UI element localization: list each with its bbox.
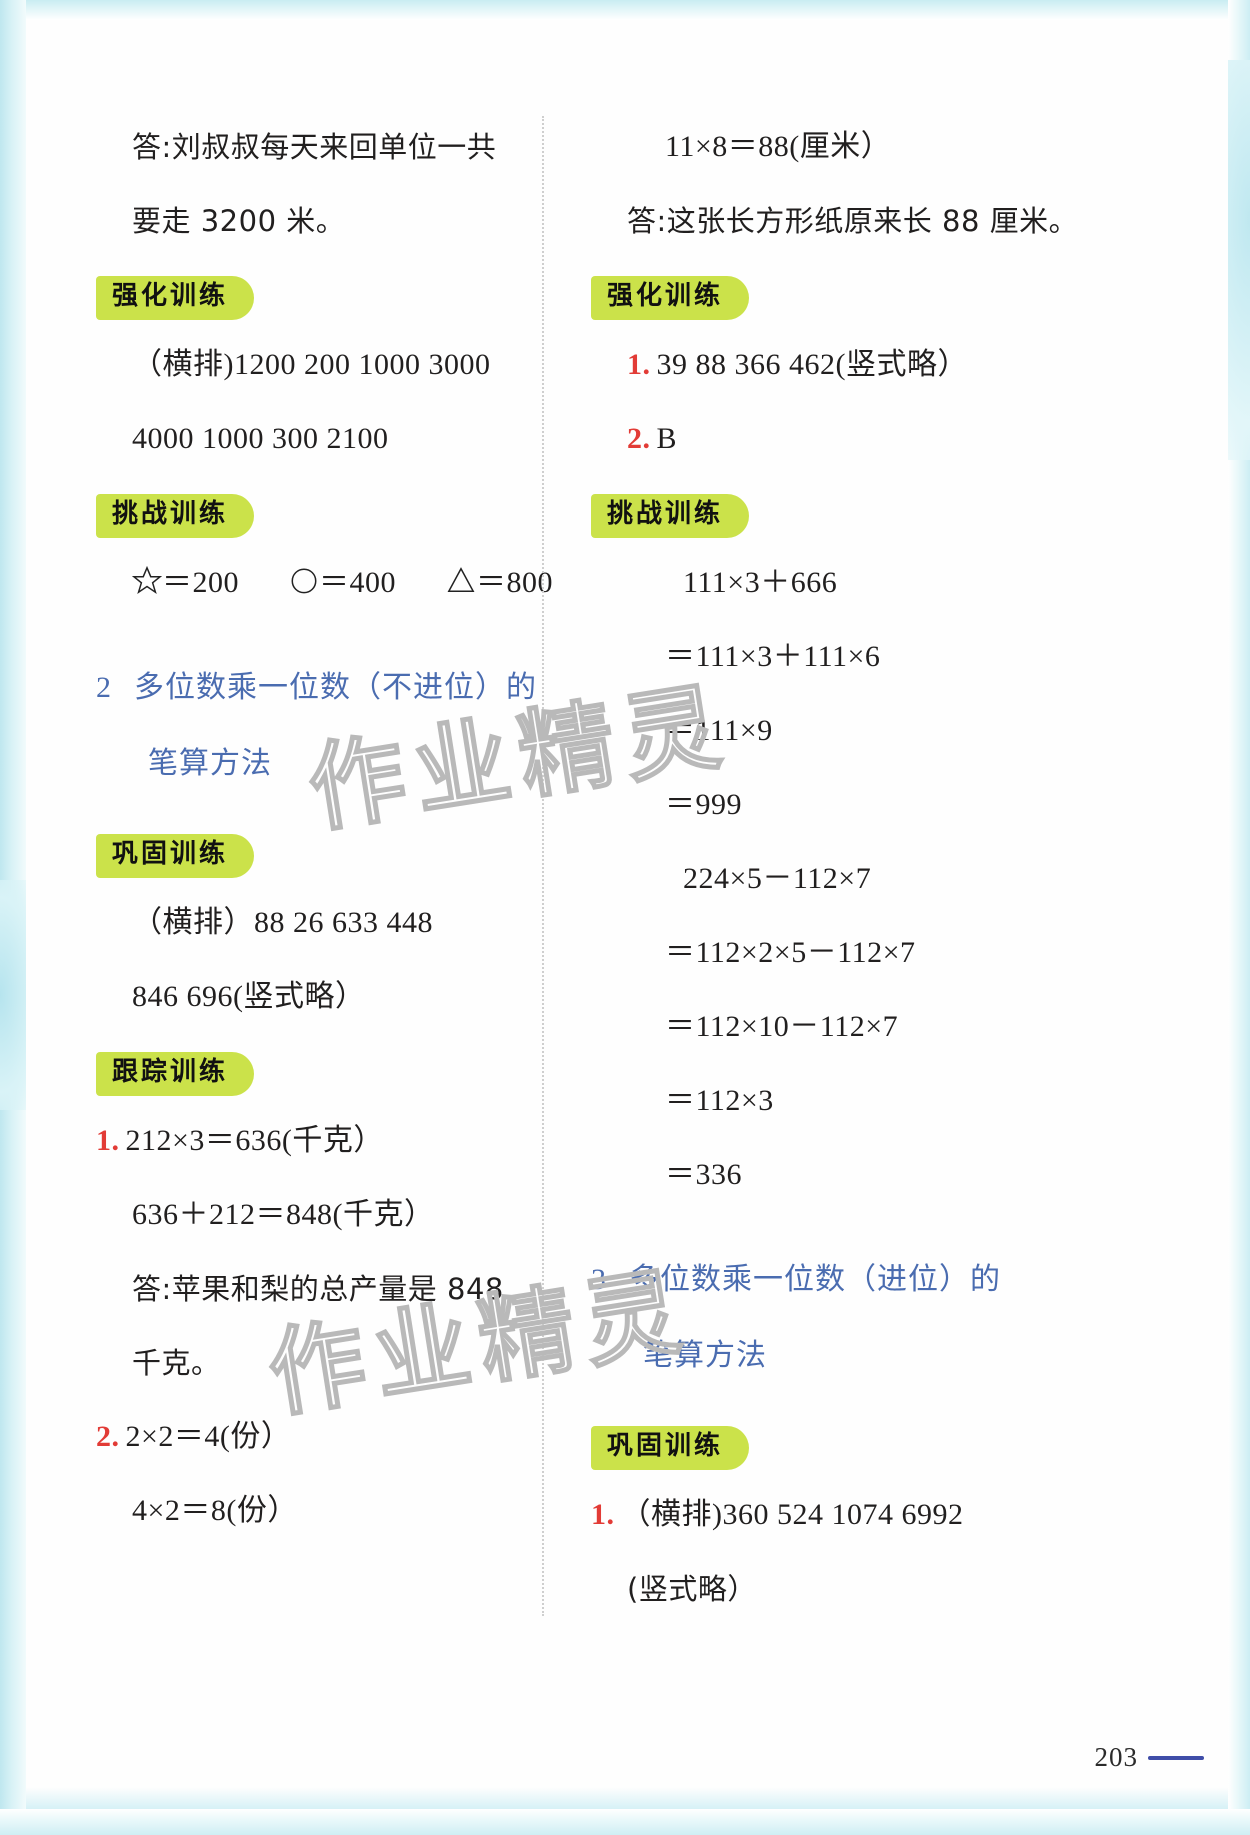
column-gutter — [531, 20, 555, 1720]
circle-value: ＝400 — [319, 565, 396, 599]
tag-gonggu-xunlian: 巩固训练 — [96, 833, 255, 878]
tag-row: 挑战训练 — [96, 493, 521, 538]
answer-line: 答:苹果和梨的总产量是 848 — [132, 1271, 504, 1306]
tag-tiaozhan-xunlian: 挑战训练 — [96, 493, 255, 538]
page-footer: 203 — [1094, 1742, 1204, 1773]
answer-line: 4×2＝8(份） — [132, 1493, 298, 1527]
star-outline-icon — [132, 565, 162, 595]
item-number: 2. — [627, 421, 651, 455]
right-column: 11×8＝88(厘米） 答:这张长方形纸原来长 88 厘米。 强化训练 1. 39… — [555, 20, 1228, 1720]
section-title: 多位数乘一位数（不进位）的 — [134, 669, 537, 705]
tag-row: 挑战训练 — [591, 493, 1198, 538]
item-number: 1. — [591, 1497, 615, 1531]
work-line: ＝112×2×5－112×7 — [665, 935, 916, 969]
section-title: 多位数乘一位数（进位）的 — [629, 1261, 1001, 1297]
answer-line: 答:刘叔叔每天来回单位一共 — [132, 130, 497, 164]
answer-line: 846 696(竖式略） — [132, 979, 366, 1013]
answer-line: 千克。 — [132, 1345, 221, 1380]
tag-row: 强化训练 — [96, 276, 521, 320]
paper-sheet: 答:刘叔叔每天来回单位一共 要走 3200 米。 强化训练 （横排)1200 2… — [26, 20, 1228, 1809]
column-divider — [542, 116, 544, 1616]
answer-line: （横排）88 26 633 448 — [132, 905, 433, 939]
triangle-value: ＝800 — [476, 565, 553, 599]
spacer — [591, 1394, 1198, 1408]
item-number: 1. — [627, 347, 651, 381]
tag-row: 巩固训练 — [96, 833, 521, 878]
section-subtitle: 笔算方法 — [643, 1337, 767, 1373]
tag-gonggu-xunlian: 巩固训练 — [591, 1425, 750, 1470]
answer-line: （横排)1200 200 1000 3000 — [132, 347, 491, 381]
tag-tiaozhan-xunlian: 挑战训练 — [591, 493, 750, 538]
numbered-answer-item: 1. 212×3＝636(千克） — [96, 1104, 521, 1178]
section-number: 2 — [96, 670, 112, 704]
tag-row: 巩固训练 — [591, 1425, 1198, 1470]
answer-line: 4000 1000 300 2100 — [132, 421, 389, 455]
item-text: 212×3＝636(千克） — [125, 1123, 384, 1157]
tag-qianghua-xunlian: 强化训练 — [96, 276, 255, 320]
spacer — [96, 620, 521, 650]
numbered-answer-item: 1. 39 88 366 462(竖式略） — [591, 328, 1198, 402]
item-text: （横排)360 524 1074 6992 — [620, 1497, 964, 1531]
page-edge-bottom — [0, 1809, 1250, 1835]
numbered-answer-item: 2. B — [591, 402, 1198, 476]
work-line: ＝111×9 — [665, 713, 773, 747]
numbered-answer-item: 2. 2×2＝4(份） — [96, 1400, 521, 1474]
page-edge-top — [0, 0, 1250, 20]
answer-line: 11×8＝88(厘米） — [665, 130, 892, 163]
work-line: ＝112×10－112×7 — [665, 1009, 899, 1043]
numbered-answer-item: 1. （横排)360 524 1074 6992 — [591, 1478, 1198, 1552]
footer-band — [26, 1787, 1228, 1809]
star-value: ＝200 — [162, 565, 239, 599]
spacer — [591, 1212, 1198, 1242]
item-text: 39 88 366 462(竖式略） — [656, 347, 968, 381]
left-column: 答:刘叔叔每天来回单位一共 要走 3200 米。 强化训练 （横排)1200 2… — [26, 20, 553, 1720]
item-text: 2×2＝4(份） — [125, 1419, 292, 1453]
work-line: 224×5－112×7 — [683, 861, 872, 895]
item-number: 2. — [96, 1419, 120, 1453]
circle-outline-icon — [289, 565, 319, 595]
work-line: 111×3＋666 — [683, 565, 838, 599]
item-text: B — [656, 421, 678, 455]
answer-line: (竖式略） — [627, 1571, 757, 1606]
work-line: ＝999 — [665, 787, 742, 821]
shape-equation-line: ＝200 ＝400 ＝800 — [96, 546, 553, 620]
answer-line: 636＋212＝848(千克） — [132, 1197, 435, 1231]
work-line: ＝112×3 — [665, 1083, 774, 1117]
section-number: 3 — [591, 1262, 607, 1296]
page-number: 203 — [1094, 1742, 1138, 1772]
work-line: ＝336 — [665, 1157, 742, 1191]
two-column-layout: 答:刘叔叔每天来回单位一共 要走 3200 米。 强化训练 （横排)1200 2… — [26, 20, 1228, 1720]
work-line: ＝111×3＋111×6 — [665, 639, 881, 673]
page-number-bar — [1148, 1755, 1204, 1760]
tag-qianghua-xunlian: 强化训练 — [591, 276, 750, 320]
tag-row: 强化训练 — [591, 276, 1198, 320]
answer-line: 答:这张长方形纸原来长 88 厘米。 — [627, 204, 1079, 238]
section-heading-2: 2 多位数乘一位数（不进位）的 — [96, 650, 536, 726]
tag-row: 跟踪训练 — [96, 1051, 521, 1096]
section-subtitle: 笔算方法 — [148, 745, 272, 781]
triangle-outline-icon — [446, 565, 476, 595]
spacer — [96, 802, 521, 816]
answer-line: 要走 3200 米。 — [132, 204, 346, 238]
section-heading-3: 3 多位数乘一位数（进位）的 — [591, 1242, 1198, 1318]
item-number: 1. — [96, 1123, 120, 1157]
tag-genzong-xunlian: 跟踪训练 — [96, 1051, 255, 1096]
